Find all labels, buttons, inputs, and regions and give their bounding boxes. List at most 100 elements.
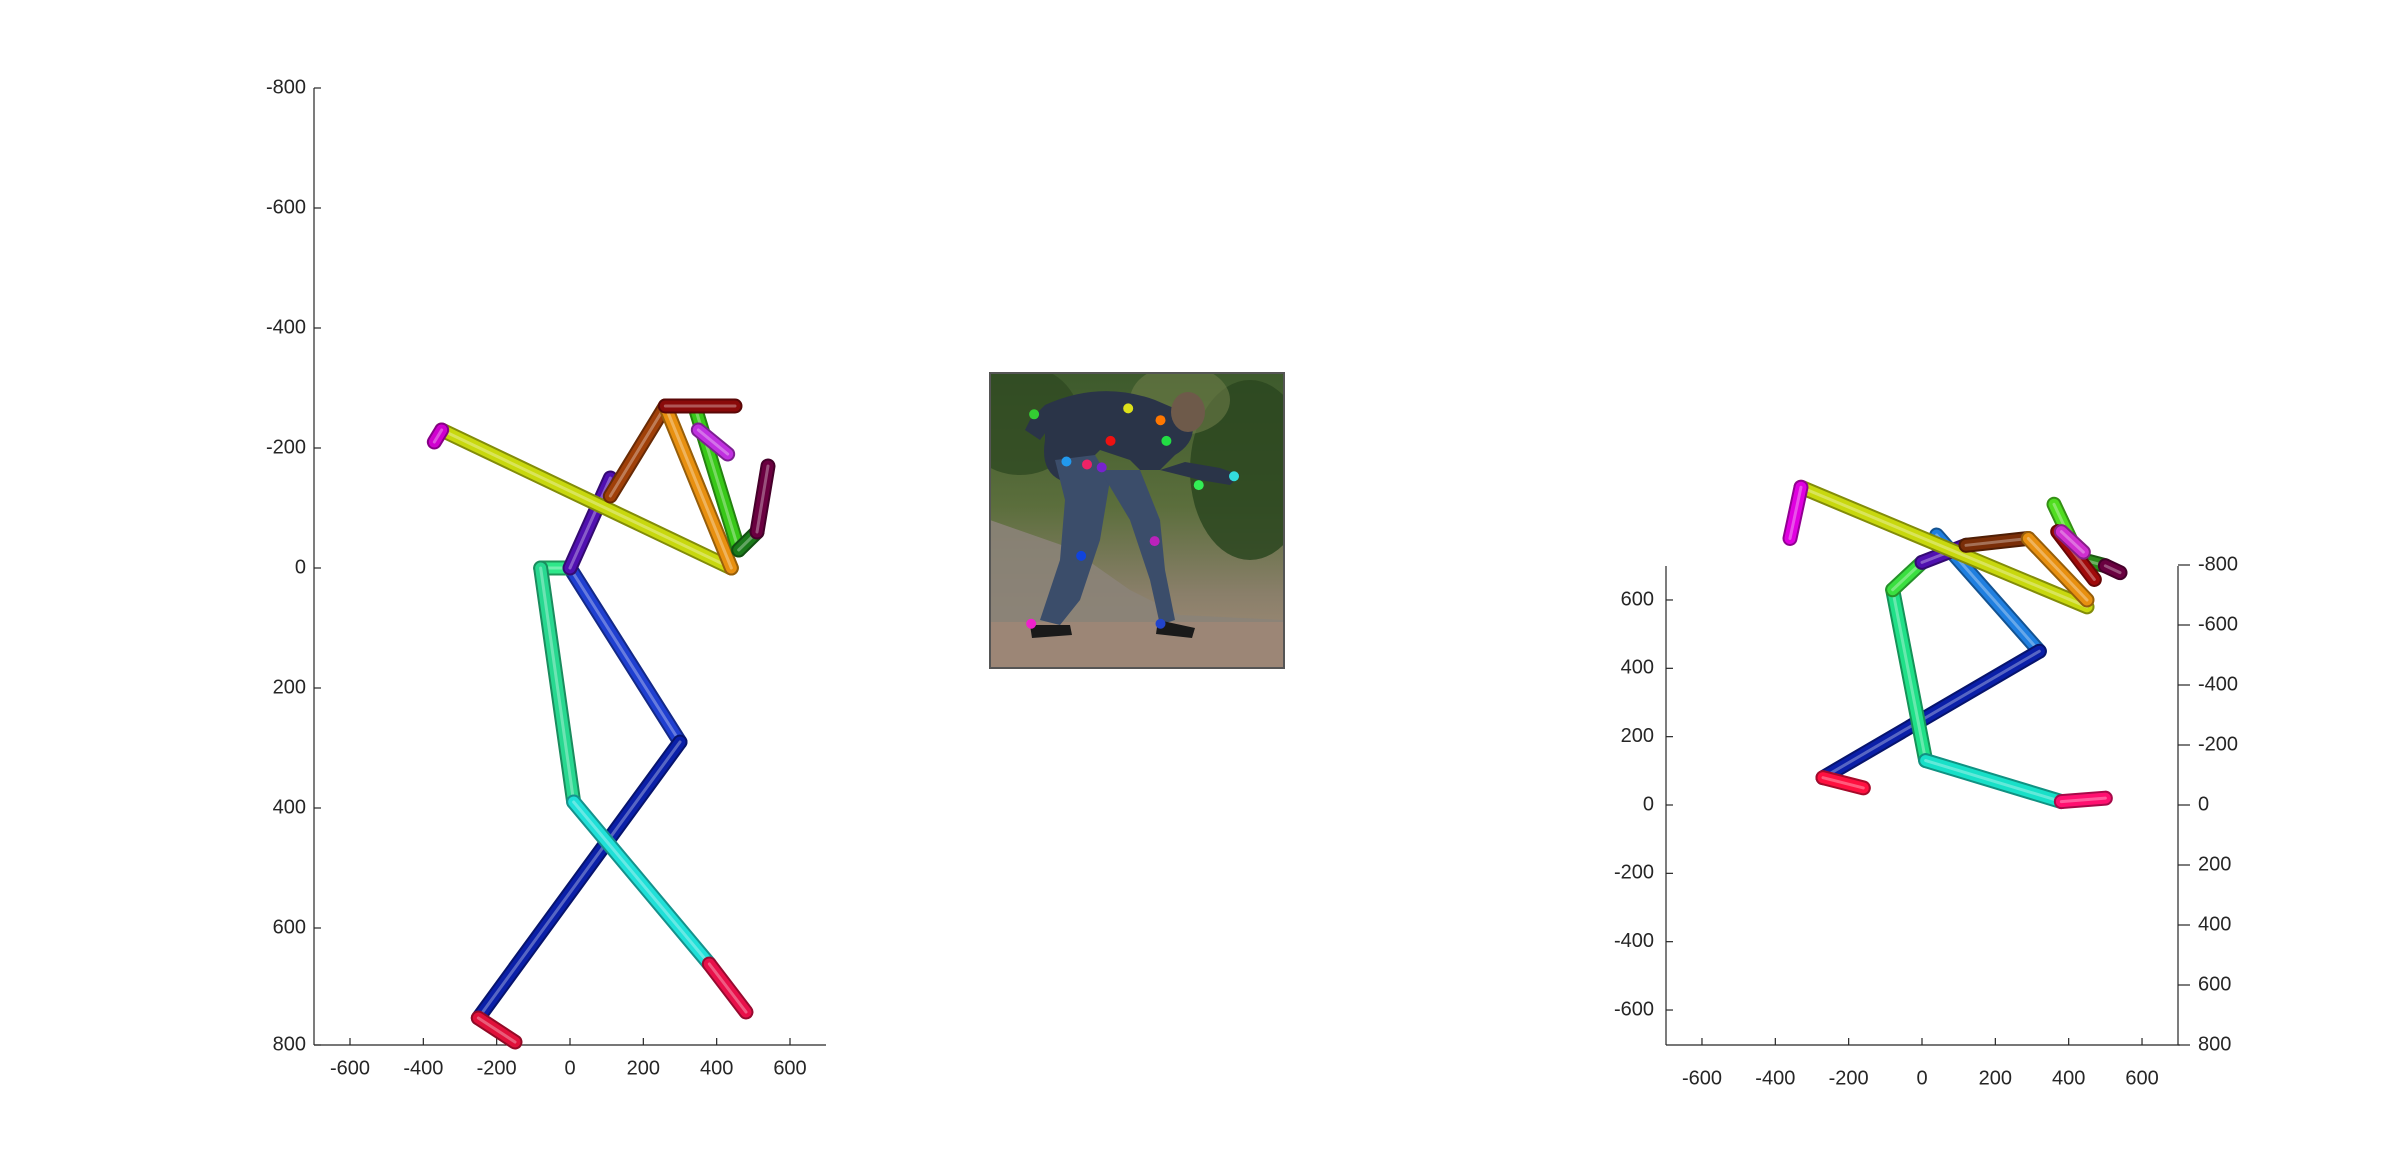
oblique-view-bone-highlight <box>2026 536 2089 602</box>
oblique-view-right-tick-label: 400 <box>2198 913 2231 935</box>
oblique-view-bone-3 <box>1885 582 1934 769</box>
front-view-bone-8 <box>434 422 739 576</box>
oblique-view-x-ticks: -600 -400 -200 0 200 400 600 <box>1682 1038 2159 1089</box>
oblique-view-bone-8 <box>1793 479 2095 615</box>
front-view-bone-highlight <box>707 962 748 1014</box>
oblique-view-right-tick-label: -400 <box>2198 673 2238 695</box>
photo-keypoints <box>1026 403 1240 629</box>
front-view-y-tick-label: 800 <box>273 1033 306 1055</box>
oblique-view-bone-5 <box>2053 790 2113 810</box>
oblique-view-bone-highlight <box>2103 564 2122 575</box>
oblique-view-bone-highlight <box>1799 485 2089 609</box>
input-photo <box>989 372 1285 669</box>
photo-keypoint <box>1026 618 1037 629</box>
photo-keypoint <box>1105 435 1116 446</box>
front-view-bone-highlight <box>608 404 667 498</box>
oblique-view-plot: -600 -400 -200 0 200 400 600 600 400 200 0 -200 -40… <box>1614 479 2238 1089</box>
front-view-y-tick-label: 600 <box>273 916 306 938</box>
oblique-view-bone-highlight <box>2059 796 2107 804</box>
front-view-bone-highlight <box>696 428 730 456</box>
oblique-view-bone-highlight <box>2059 530 2085 554</box>
photo-keypoint <box>1123 403 1134 414</box>
oblique-view-bone-16 <box>2053 524 2091 560</box>
front-view-skeleton <box>426 398 776 1050</box>
front-view-bone-highlight <box>432 428 444 444</box>
oblique-view-skeleton <box>1782 479 2128 810</box>
oblique-view-bone-highlight <box>1964 536 2030 547</box>
front-view-bone-16 <box>690 422 736 462</box>
front-view-bone-6 <box>701 956 754 1020</box>
oblique-view-right-tick-label: 800 <box>2198 1033 2231 1055</box>
front-view-bone-14 <box>749 458 776 540</box>
front-view-x-tick-label: 200 <box>627 1057 660 1079</box>
oblique-view-left-tick-label: 0 <box>1643 793 1654 815</box>
front-view-bone-highlight <box>755 464 770 534</box>
oblique-view-left-tick-label: -200 <box>1614 862 1654 884</box>
oblique-view-x-tick-label: -600 <box>1682 1067 1722 1089</box>
photo-keypoint <box>1076 550 1087 561</box>
front-view-bone-10 <box>602 398 673 504</box>
front-view-bone-highlight <box>440 428 733 570</box>
oblique-view-bone-4 <box>1918 753 2069 810</box>
oblique-view-left-tick-label: -600 <box>1614 998 1654 1020</box>
front-view-x-tick-label: -600 <box>330 1057 370 1079</box>
front-view-bone-5 <box>566 794 717 972</box>
oblique-view-x-tick-label: -400 <box>1755 1067 1795 1089</box>
front-view-bone-9 <box>426 422 450 450</box>
oblique-view-bone-9 <box>1782 479 1809 546</box>
front-view-x-tick-label: -400 <box>403 1057 443 1079</box>
photo-keypoint <box>1155 618 1166 629</box>
photo-keypoint <box>1149 536 1160 547</box>
front-view-bone-11 <box>657 398 739 576</box>
oblique-view-bone-highlight <box>1788 485 1803 540</box>
photo-scene <box>990 373 1284 668</box>
oblique-view-x-tick-label: 0 <box>1916 1067 1927 1089</box>
front-view-bone-highlight <box>539 566 576 804</box>
front-view-y-tick-label: -600 <box>266 196 306 218</box>
oblique-view-left-ticks: 600 400 200 0 -200 -400 -600 <box>1614 588 1673 1020</box>
front-view-x-tick-label: 400 <box>700 1057 733 1079</box>
photo-keypoint <box>1161 435 1172 446</box>
oblique-view-left-tick-label: 600 <box>1621 588 1654 610</box>
oblique-view-x-tick-label: -200 <box>1829 1067 1869 1089</box>
oblique-view-x-tick-label: 200 <box>1979 1067 2012 1089</box>
front-view-bone-0 <box>562 560 688 750</box>
front-view-bone-highlight <box>476 1016 517 1044</box>
photo-person <box>1025 391 1240 638</box>
front-view-bone-2 <box>470 1010 523 1050</box>
front-view-x-tick-label: -200 <box>477 1057 517 1079</box>
oblique-view-left-tick-label: 400 <box>1621 657 1654 679</box>
front-view-y-tick-label: -400 <box>266 316 306 338</box>
front-view-y-tick-label: 400 <box>273 796 306 818</box>
front-view-y-tick-label: 0 <box>295 556 306 578</box>
front-view-y-tick-label: -200 <box>266 436 306 458</box>
oblique-view-right-ticks: -800 -600 -400 -200 0 200 400 600 800 <box>2178 553 2238 1055</box>
front-view-y-tick-label: 200 <box>273 676 306 698</box>
oblique-view-bone-1 <box>1815 643 2047 786</box>
oblique-view-right-tick-label: 600 <box>2198 973 2231 995</box>
front-view-bone-highlight <box>476 740 682 1020</box>
oblique-view-right-tick-label: -800 <box>2198 553 2238 575</box>
oblique-view-bone-highlight <box>1821 649 2041 780</box>
front-view-y-tick-label: -800 <box>266 76 306 98</box>
photo-keypoint <box>1229 471 1240 482</box>
front-view-x-ticks: -600 -400 -200 0 200 400 600 <box>330 1038 807 1079</box>
photo-keypoint <box>1193 480 1204 491</box>
front-view-plot: -600 -400 -200 0 200 400 600 -800 -600 -400 -200 0… <box>266 76 826 1079</box>
front-view-bone-highlight <box>663 404 733 570</box>
photo-frame <box>989 372 1285 669</box>
oblique-view-bone-14 <box>2097 558 2128 581</box>
oblique-view-bone-11 <box>2020 530 2095 608</box>
photo-keypoint <box>1061 456 1072 467</box>
photo-keypoint <box>1082 459 1093 470</box>
oblique-view-x-tick-label: 400 <box>2052 1067 2085 1089</box>
oblique-view-bone-highlight <box>1924 759 2063 804</box>
oblique-view-bone-10 <box>1958 530 2036 553</box>
photo-keypoint <box>1029 409 1040 420</box>
front-view-bone-4 <box>533 560 582 810</box>
oblique-view-right-tick-label: -200 <box>2198 733 2238 755</box>
front-view-bone-highlight <box>572 800 711 966</box>
oblique-view-right-tick-label: 200 <box>2198 853 2231 875</box>
oblique-view-left-tick-label: 200 <box>1621 725 1654 747</box>
